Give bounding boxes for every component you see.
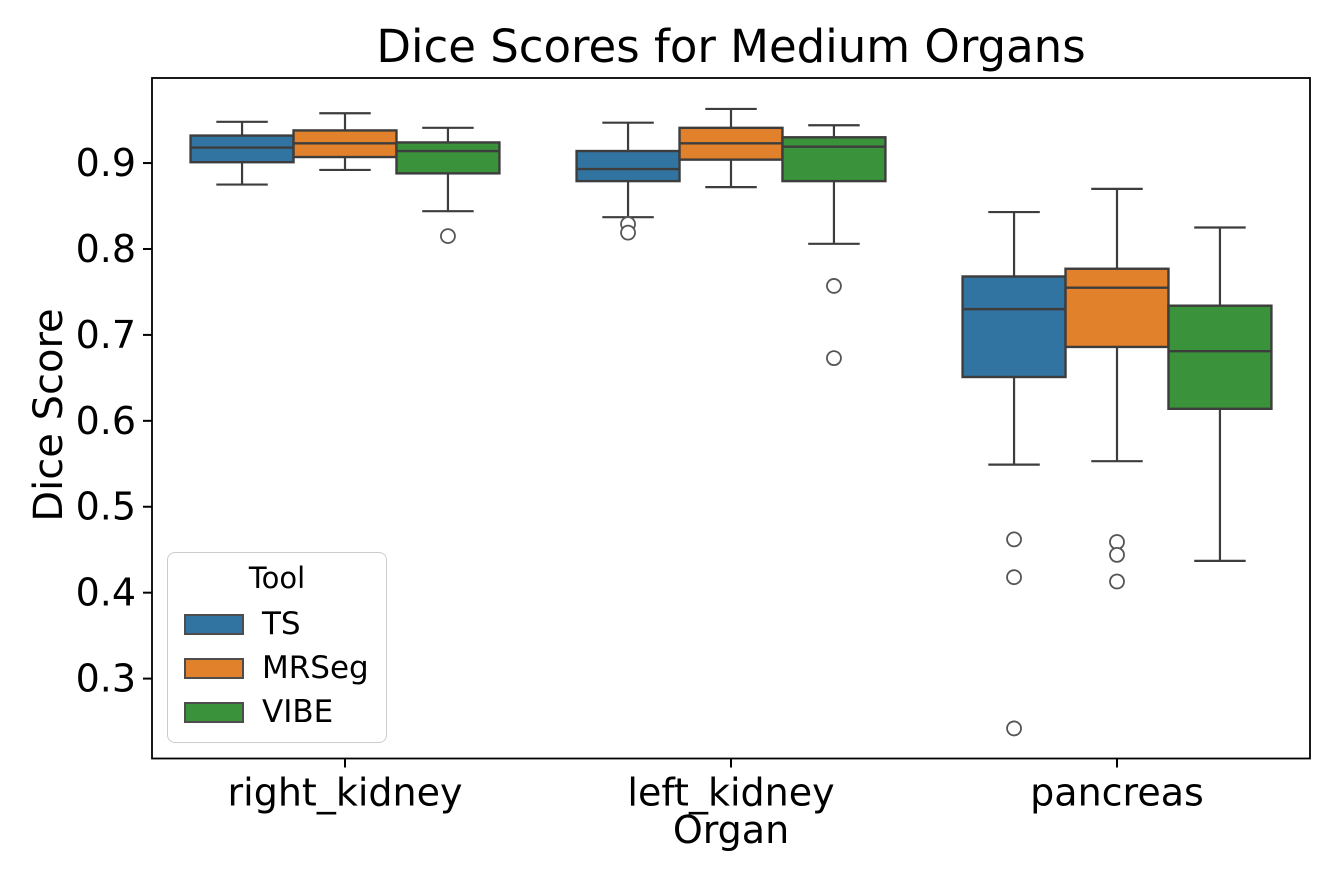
legend: Tool TS MRSeg VIBE (167, 552, 387, 743)
y-axis-label: Dice Score (26, 308, 72, 522)
box-TS-pancreas (961, 275, 1067, 379)
box-TS-right_kidney (189, 134, 295, 164)
y-tick-label: 0.8 (76, 227, 136, 271)
box-VIBE-left_kidney-outlier (826, 278, 842, 294)
vibe-color-swatch-icon (184, 701, 244, 723)
legend-label-mrseg: MRSeg (262, 649, 369, 686)
box-VIBE-right_kidney-outlier (440, 228, 456, 244)
y-tick-label: 0.4 (76, 571, 136, 615)
mrseg-color-swatch-icon (184, 657, 244, 679)
x-tick-label: pancreas (1030, 771, 1204, 815)
box-TS-left_kidney-outlier (620, 224, 636, 241)
box-TS-pancreas-outlier (1006, 531, 1022, 548)
x-axis-label: Organ (672, 808, 790, 852)
legend-label-vibe: VIBE (262, 693, 334, 730)
x-tick-label: right_kidney (228, 771, 463, 815)
legend-item-mrseg: MRSeg (184, 646, 370, 690)
box-TS-left_kidney (575, 149, 681, 183)
chart-title: Dice Scores for Medium Organs (376, 20, 1086, 73)
box-VIBE-pancreas (1167, 304, 1273, 410)
legend-item-vibe: VIBE (184, 690, 370, 734)
box-MRSeg-pancreas-outlier (1109, 546, 1125, 563)
box-VIBE-right_kidney (395, 141, 501, 175)
box-TS-pancreas-outlier (1006, 569, 1022, 586)
box-MRSeg-pancreas (1064, 267, 1170, 349)
y-tick-label: 0.6 (76, 399, 136, 443)
legend-label-ts: TS (262, 605, 301, 642)
box-MRSeg-pancreas-outlier (1109, 573, 1125, 590)
legend-item-ts: TS (184, 602, 370, 646)
y-tick-label: 0.5 (76, 485, 136, 529)
box-VIBE-left_kidney (781, 136, 887, 183)
ts-color-swatch-icon (184, 613, 244, 635)
box-TS-pancreas-outlier (1006, 720, 1022, 737)
y-tick-label: 0.3 (76, 657, 136, 701)
y-tick-label: 0.9 (76, 141, 136, 185)
box-VIBE-left_kidney-outlier (826, 350, 842, 367)
y-tick-label: 0.7 (76, 313, 136, 357)
legend-title: Tool (248, 561, 306, 595)
x-tick-label: left_kidney (627, 771, 834, 815)
box-MRSeg-pancreas-outlier (1109, 534, 1125, 550)
axes-spines (151, 77, 1311, 760)
